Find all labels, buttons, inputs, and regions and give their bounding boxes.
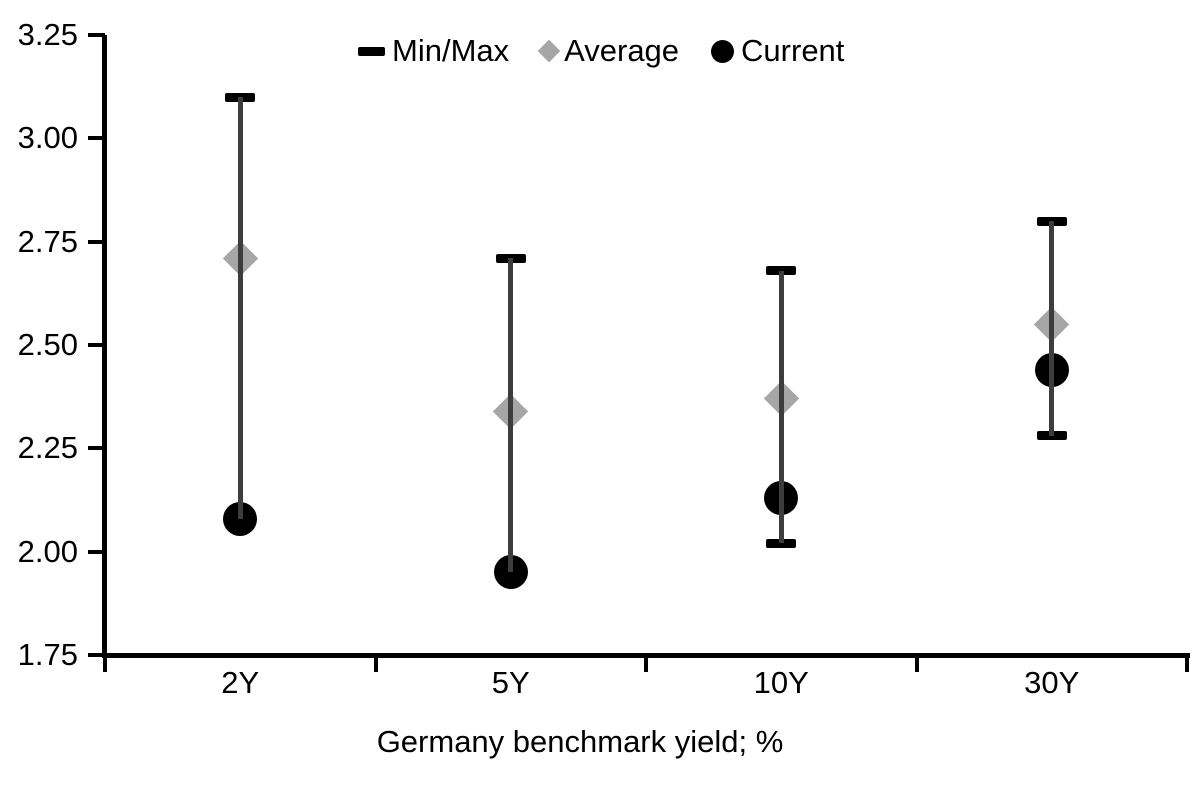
x-axis-category-label: 5Y (491, 665, 530, 700)
range-line (1049, 221, 1055, 436)
average-diamond-icon (537, 39, 561, 63)
y-tick-label: 1.75 (17, 637, 78, 672)
current-circle-icon (711, 39, 735, 63)
y-tick-label: 2.75 (17, 223, 78, 259)
x-axis-category-label: 2Y (221, 665, 260, 700)
x-tick (644, 653, 648, 672)
y-tick (88, 549, 105, 554)
range-line (508, 258, 514, 573)
y-axis-line (102, 35, 107, 658)
x-axis-line (102, 653, 1190, 658)
y-tick-label: 2.25 (17, 430, 78, 466)
x-tick (914, 653, 919, 672)
y-tick (88, 653, 105, 657)
y-tick-label: 2.00 (17, 533, 78, 569)
legend-label-minmax: Min/Max (392, 33, 510, 68)
legend-label-current: Current (741, 33, 845, 68)
range-line (778, 270, 784, 544)
min-cap (225, 514, 256, 524)
minmax-dash-icon (358, 46, 385, 56)
min-cap (766, 538, 797, 548)
x-axis-category-label: 10Y (753, 665, 809, 700)
y-tick (88, 239, 105, 244)
legend-label-average: Average (564, 33, 680, 68)
legend: Min/Max Average Current (358, 30, 844, 72)
y-tick (88, 446, 105, 451)
y-tick (88, 33, 105, 37)
y-tick-label: 3.25 (17, 17, 78, 52)
legend-item-current: Current (711, 33, 844, 69)
y-tick-label: 3.00 (17, 120, 78, 156)
legend-item-minmax: Min/Max (358, 33, 509, 69)
range-line (237, 97, 243, 519)
x-tick (373, 653, 378, 672)
x-axis-category-label: 30Y (1024, 665, 1080, 700)
y-tick-label: 2.50 (17, 327, 78, 362)
x-axis-title: Germany benchmark yield; % (376, 724, 784, 759)
min-cap (495, 567, 526, 577)
x-tick (1185, 653, 1189, 672)
y-tick (88, 136, 105, 141)
legend-item-average: Average (537, 33, 680, 69)
x-tick (103, 653, 107, 672)
y-tick (88, 343, 105, 347)
min-cap (1036, 431, 1067, 441)
